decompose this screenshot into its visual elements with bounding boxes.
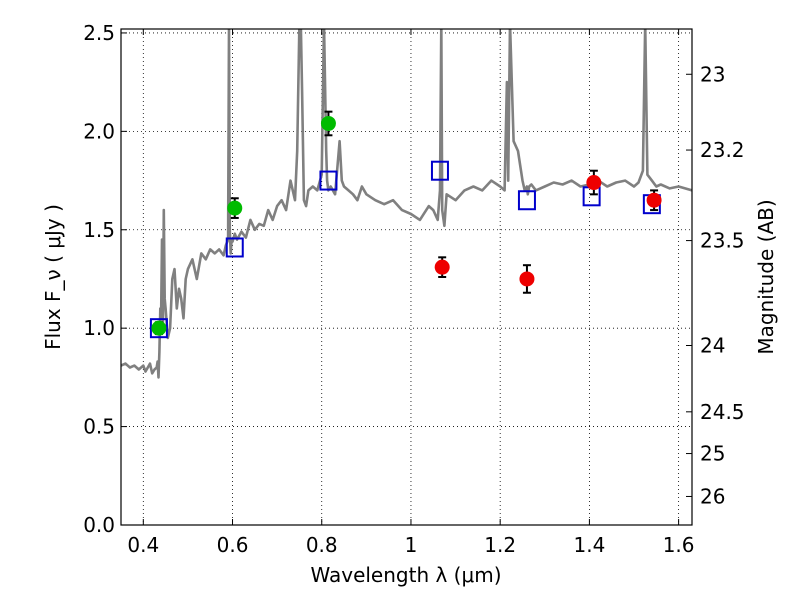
model-square-marker <box>517 190 536 211</box>
x-tick-label: 0.4 <box>127 533 159 557</box>
observed-infrared-point <box>519 271 535 287</box>
markers-layer <box>149 110 662 339</box>
y2-tick-label: 24.5 <box>700 400 745 424</box>
x-tick-label: 0.6 <box>217 533 249 557</box>
model-square-marker <box>149 318 168 339</box>
y2-tick-label: 25 <box>700 442 725 466</box>
y-tick-label: 0.5 <box>83 415 115 439</box>
x-tick-label: 1.4 <box>573 533 605 557</box>
x-tick-label: 1.6 <box>663 533 695 557</box>
observed-infrared-point <box>586 175 602 191</box>
spectrum-line <box>121 29 692 379</box>
model-square-marker <box>430 160 449 181</box>
observed-optical-point <box>227 200 243 216</box>
y2-tick-label: 23 <box>700 62 725 86</box>
y-tick-label: 1.5 <box>83 218 115 242</box>
y2-tick-label: 24 <box>700 333 725 357</box>
y-tick-label: 2.5 <box>83 21 115 45</box>
spectrum-layer <box>121 29 692 379</box>
y-axis-label: Flux F_ν ( μJy ) <box>41 204 65 350</box>
ticks-layer: 0.4 0.6 0.8 1 1.2 1.4 1.6 0.0 0.5 1.0 1.5 2.0 2.5 23 2… <box>83 21 744 557</box>
model-square-marker <box>319 170 338 191</box>
y-tick-label: 1.0 <box>83 316 115 340</box>
y-tick-label: 0.0 <box>83 513 115 537</box>
plot-frame <box>120 28 693 526</box>
x-tick-label: 0.8 <box>306 533 338 557</box>
y2-tick-label: 23.2 <box>700 138 745 162</box>
model-square-marker <box>225 237 244 258</box>
observed-optical-point <box>320 115 336 131</box>
grid <box>121 29 692 526</box>
plot-background <box>121 29 692 525</box>
x-tick-label: 1 <box>405 533 418 557</box>
observed-infrared-point <box>434 259 450 275</box>
y2-tick-label: 23.5 <box>700 229 745 253</box>
x-axis-label: Wavelength λ (μm) <box>310 563 501 587</box>
y2-tick-label: 26 <box>700 484 725 508</box>
observed-infrared-point <box>646 192 662 208</box>
y2-axis-label: Magnitude (AB) <box>754 199 778 354</box>
observed-optical-point <box>151 320 167 336</box>
x-tick-label: 1.2 <box>484 533 516 557</box>
y-tick-label: 2.0 <box>83 119 115 143</box>
